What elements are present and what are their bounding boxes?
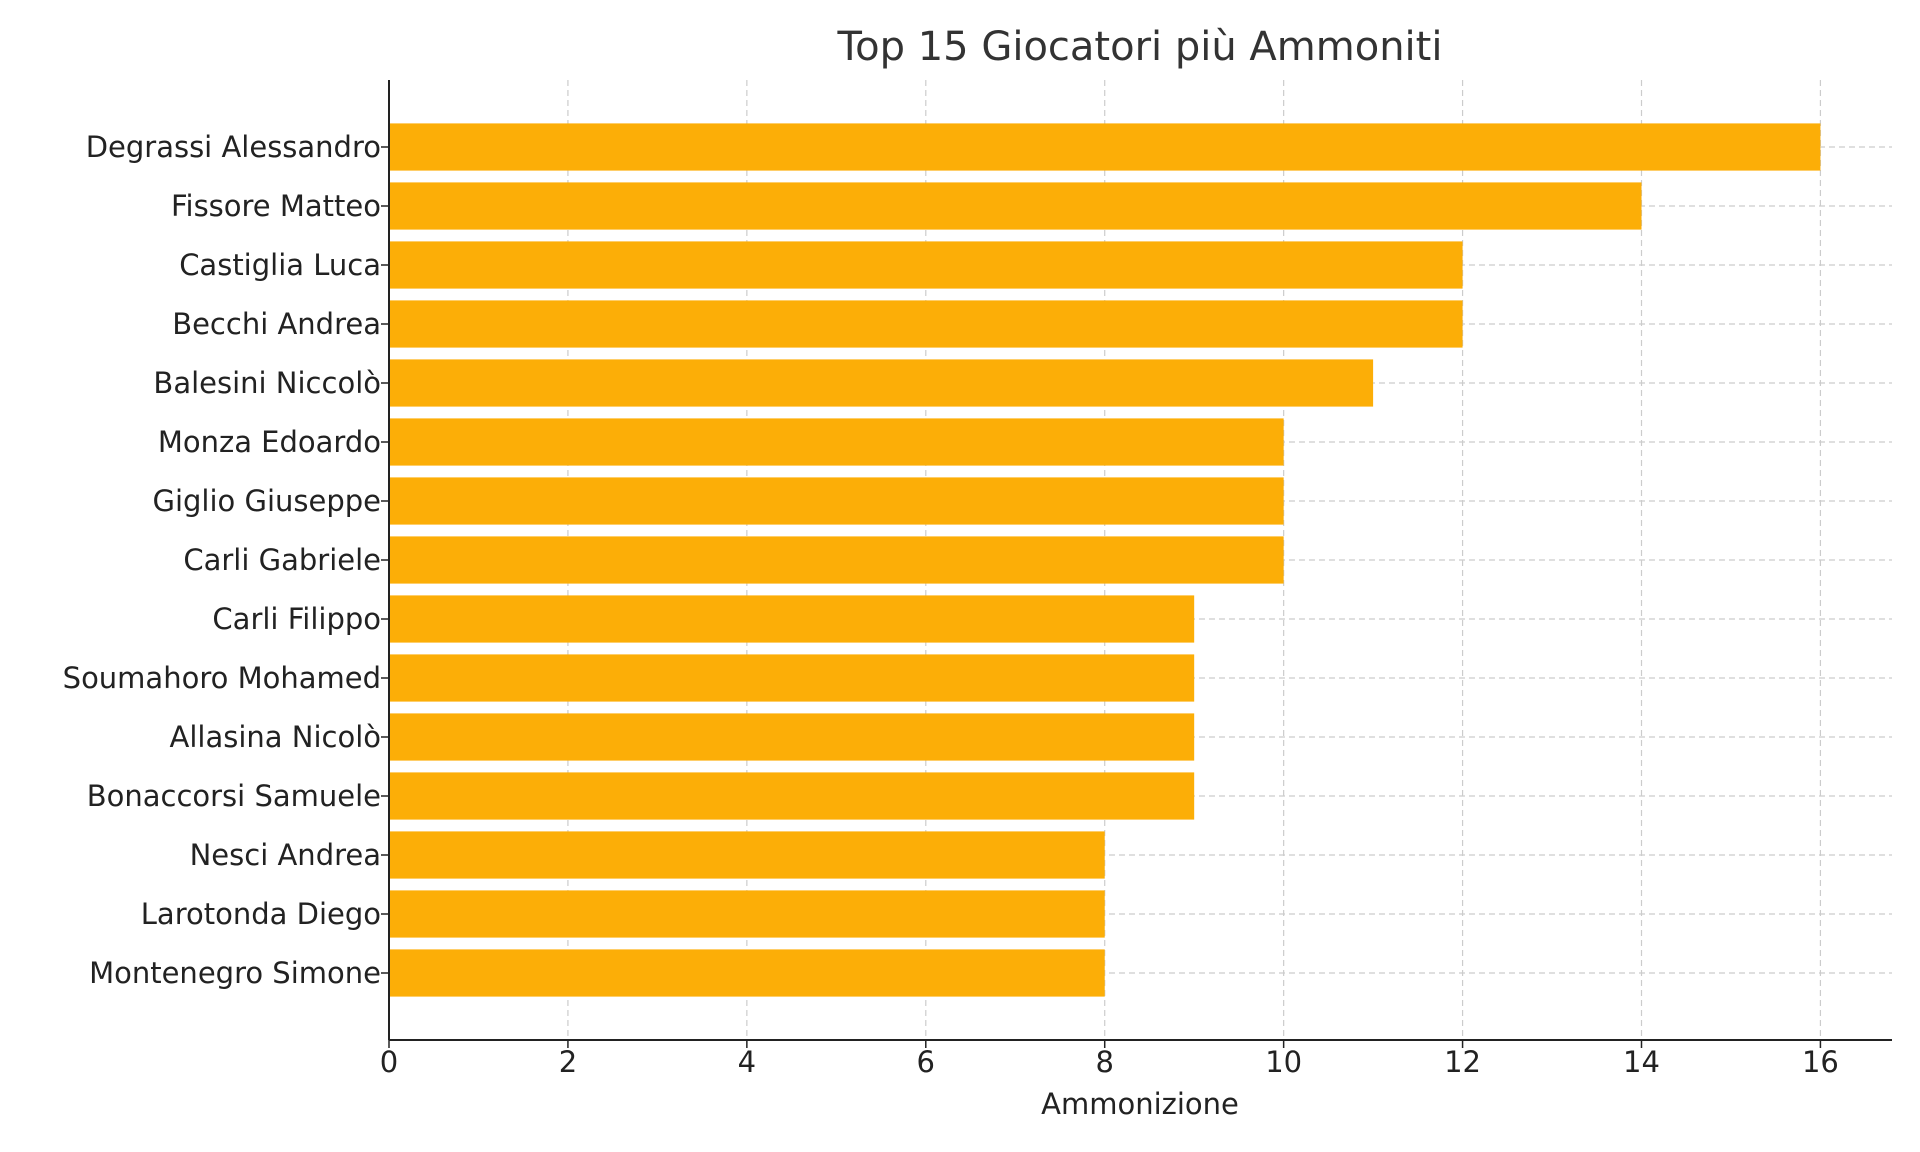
x-tick-label: 12 (1444, 1045, 1481, 1079)
y-tick-label: Allasina Nicolò (170, 720, 382, 754)
y-tick-label: Carli Gabriele (183, 543, 381, 577)
x-tick-label: 10 (1265, 1045, 1302, 1079)
y-tick-label: Carli Filippo (212, 602, 381, 636)
y-tick-label: Monza Edoardo (158, 425, 381, 459)
x-axis-label: Ammonizione (1041, 1087, 1239, 1121)
x-tick-label: 14 (1623, 1045, 1660, 1079)
bar (389, 123, 1821, 171)
x-tick-label: 4 (738, 1045, 756, 1079)
y-tick-label: Becchi Andrea (172, 307, 381, 341)
y-tick-label: Giglio Giuseppe (152, 484, 381, 518)
y-tick-label: Nesci Andrea (190, 838, 381, 872)
chart-title: Top 15 Giocatori più Ammoniti (837, 24, 1443, 70)
bar (389, 359, 1374, 407)
y-tick-label: Soumahoro Mohamed (63, 661, 381, 695)
y-tick-label: Larotonda Diego (141, 897, 381, 931)
x-tick-label: 8 (1095, 1045, 1113, 1079)
bar (389, 772, 1195, 820)
bar (389, 949, 1105, 997)
bar (389, 182, 1642, 230)
bar (389, 418, 1284, 466)
y-tick-label: Degrassi Alessandro (86, 130, 381, 164)
y-tick-label: Balesini Niccolò (153, 366, 381, 400)
y-tick-label: Fissore Matteo (171, 189, 381, 223)
x-tick-label: 2 (559, 1045, 577, 1079)
bar (389, 241, 1463, 289)
bar (389, 713, 1195, 761)
bar (389, 831, 1105, 879)
y-tick-label: Castiglia Luca (179, 248, 381, 282)
bar (389, 536, 1284, 584)
y-tick-label: Bonaccorsi Samuele (87, 779, 381, 813)
bar (389, 300, 1463, 348)
bar (389, 595, 1195, 643)
x-tick-label: 16 (1802, 1045, 1839, 1079)
bar (389, 890, 1105, 938)
bar (389, 477, 1284, 525)
y-tick-label: Montenegro Simone (89, 956, 381, 990)
x-tick-label: 0 (380, 1045, 398, 1079)
bar (389, 654, 1195, 702)
x-tick-label: 6 (917, 1045, 935, 1079)
